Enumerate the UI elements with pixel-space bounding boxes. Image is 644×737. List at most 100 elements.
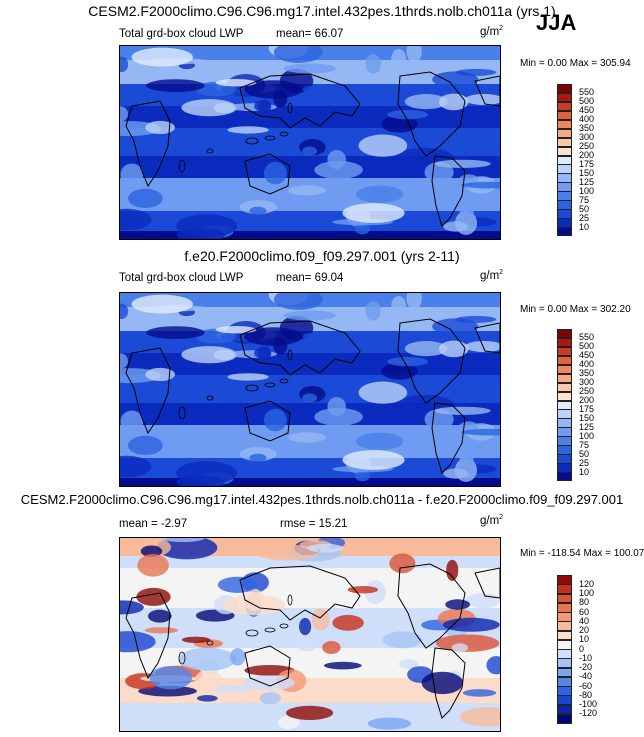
map-contour-blob [406, 46, 422, 63]
map-contour-blob [283, 310, 336, 321]
map-contour-blob [391, 296, 406, 316]
colorbar-tick-label: 250 [579, 386, 595, 397]
colorbar-tick-label: 125 [579, 176, 595, 187]
map-band [120, 568, 500, 608]
map-contour-blob [307, 543, 344, 553]
map-contour-blob [128, 188, 163, 208]
map-contour-blob [356, 185, 404, 203]
colorbar-tick-label: 550 [579, 87, 595, 98]
coastline [431, 402, 466, 474]
coastline [125, 592, 171, 680]
coastline [287, 102, 293, 114]
map-band [120, 231, 500, 239]
coastline [244, 153, 291, 195]
map-contour-blob [354, 223, 370, 235]
panel-2-colorbar: 10 25 50 75 100 125 150 175 200 250 300 350 400 450 50… [557, 329, 617, 482]
panel-1-field-label: Total grd-box cloud LWP [119, 28, 244, 40]
colorbar-tick-label: 300 [579, 377, 595, 388]
colorbar-tick-label: 10 [579, 221, 590, 232]
panel-3-title: CESM2.F2000climo.C96.C96.mg17.intel.432p… [20, 492, 624, 507]
map-contour-blob [120, 353, 128, 369]
coastline [245, 629, 259, 637]
panel-2-map-svg [120, 293, 500, 486]
colorbar-tick-label: 50 [579, 203, 590, 214]
map-contour-blob [324, 661, 362, 670]
map-contour-blob [438, 93, 469, 111]
coastline [239, 320, 361, 376]
panel-2-map [119, 292, 501, 487]
colorbar-swatch [557, 612, 572, 622]
colorbar-tick-label: 100 [579, 588, 595, 598]
colorbar-tick-label: 75 [579, 194, 590, 205]
panel-2-field-label: Total grd-box cloud LWP [119, 272, 244, 284]
map-contour-blob [131, 294, 193, 314]
colorbar-tick-label: -20 [579, 662, 593, 672]
coastline [125, 347, 171, 435]
colorbar-tick-label: -40 [579, 671, 593, 682]
map-contour-blob [172, 405, 229, 412]
map-contour-blob [391, 49, 406, 69]
panel-1-units: g/m2 [480, 25, 504, 38]
map-contour-blob [120, 455, 152, 478]
coastline [206, 640, 214, 646]
map-contour-blob [244, 327, 303, 346]
colorbar-tick-label: 120 [579, 578, 595, 589]
map-contour-blob [140, 545, 163, 557]
panel-3-colorbar: -120 -100 -80 -60 -40 -20 -10 0 10 20 40 60 80 100 120 [557, 575, 617, 724]
colorbar-swatch [557, 593, 572, 604]
coastline [279, 378, 289, 384]
colorbar-tick-label: 300 [579, 132, 595, 143]
map-contour-blob [461, 181, 500, 189]
colorbar-swatch [557, 667, 572, 678]
map-contour-blob [342, 203, 405, 223]
map-contour-blob [120, 56, 129, 72]
colorbar-tick-label: 100 [579, 430, 595, 441]
map-contour-blob [459, 201, 475, 219]
coastline [244, 645, 291, 687]
map-contour-blob [128, 435, 163, 455]
map-contour-blob [264, 161, 287, 185]
map-contour-blob [464, 341, 500, 352]
colorbar-swatch [557, 164, 572, 174]
map-contour-blob [145, 120, 175, 135]
coastline [264, 627, 276, 633]
coastline [264, 382, 276, 388]
coastline [245, 384, 259, 392]
map-contour-blob [454, 211, 478, 235]
map-contour-blob [120, 600, 144, 615]
panel-2-mean: mean= 69.04 [276, 272, 344, 284]
colorbar-swatch [557, 463, 572, 473]
map-contour-blob [242, 675, 295, 691]
map-contour-blob [282, 159, 320, 169]
coastline [397, 71, 466, 157]
colorbar-tick-label: 150 [579, 412, 595, 423]
map-contour-blob [254, 347, 271, 359]
map-contour-blob [421, 671, 464, 695]
colorbar-tick-label: 350 [579, 368, 595, 379]
map-contour-blob [404, 341, 448, 357]
map-contour-blob [120, 208, 152, 231]
colorbar-swatch [557, 382, 572, 393]
colorbar-swatch [557, 355, 572, 366]
colorbar-swatch [557, 409, 572, 419]
map-contour-blob [314, 160, 363, 179]
colorbar-swatch [557, 427, 572, 437]
coastline [206, 395, 214, 401]
map-contour-blob [131, 47, 193, 67]
map-contour-blob [215, 79, 257, 87]
map-contour-blob [213, 102, 236, 114]
colorbar-tick-label: 150 [579, 167, 595, 178]
map-contour-blob [194, 669, 223, 692]
map-contour-blob [137, 554, 169, 577]
colorbar-tick-label: 350 [579, 123, 595, 134]
map-contour-blob [347, 586, 379, 594]
colorbar-swatch [557, 182, 572, 192]
colorbar-tick-label: 60 [579, 606, 590, 617]
map-contour-blob [249, 206, 267, 215]
colorbar-tick-label: 50 [579, 448, 590, 459]
colorbar-swatch [557, 146, 572, 157]
colorbar-tick-label: -60 [579, 680, 593, 691]
colorbar-tick-label: 450 [579, 350, 595, 361]
coastline [397, 563, 466, 649]
map-contour-blob [442, 617, 500, 632]
